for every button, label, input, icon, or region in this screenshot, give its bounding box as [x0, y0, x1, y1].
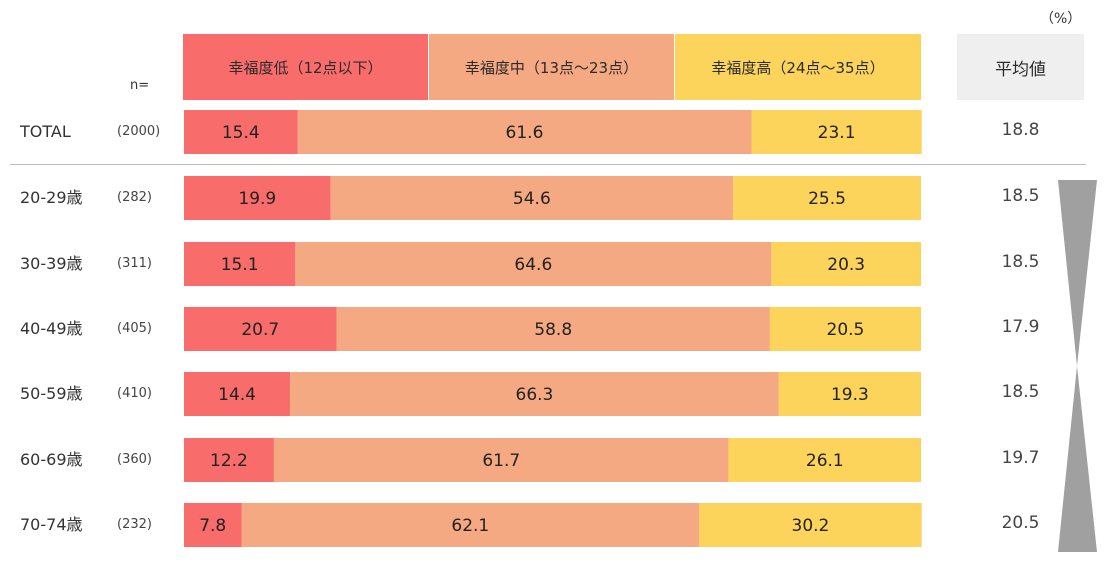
bar-segment	[241, 503, 700, 547]
bar-segment	[330, 176, 734, 220]
avg-header: 平均値	[957, 34, 1084, 100]
data-label: 15.1	[221, 255, 259, 275]
n-label: n=	[130, 78, 150, 93]
row-n: (311)	[117, 256, 152, 271]
row-label: 30-39歳	[20, 254, 83, 273]
row-label: TOTAL	[20, 122, 71, 141]
bar-segment	[751, 110, 922, 154]
bar-segment	[771, 242, 921, 286]
avg-value: 18.5	[1001, 252, 1040, 272]
row-n: (232)	[117, 517, 152, 532]
row-n: (405)	[117, 321, 152, 336]
data-label: 61.6	[506, 123, 544, 143]
data-label: 23.1	[818, 123, 856, 143]
data-label: 58.8	[534, 320, 572, 340]
data-label: 20.5	[827, 320, 865, 340]
data-label: 64.6	[514, 255, 552, 275]
data-label: 15.4	[222, 123, 260, 143]
avg-value: 18.8	[1001, 120, 1040, 140]
bar-segment	[184, 176, 331, 220]
data-label: 30.2	[792, 516, 830, 536]
row-label: 70-74歳	[20, 515, 83, 534]
data-label: 20.3	[827, 255, 865, 275]
unit-label: （%）	[1040, 11, 1082, 27]
data-label: 54.6	[513, 189, 551, 209]
avg-value: 20.5	[1001, 513, 1040, 533]
row-label: 60-69歳	[20, 450, 83, 469]
row-label: 50-59歳	[20, 384, 83, 403]
divider	[10, 164, 1086, 165]
bar-segment	[297, 110, 752, 154]
data-label: 61.7	[482, 451, 520, 471]
data-label: 25.5	[808, 189, 846, 209]
data-label: 7.8	[199, 516, 226, 536]
row-n: (282)	[117, 190, 152, 205]
bar-segment	[778, 372, 921, 416]
data-label: 62.1	[451, 516, 489, 536]
row-n: (2000)	[117, 124, 161, 139]
row-n: (410)	[117, 386, 152, 401]
row-n: (360)	[117, 452, 152, 467]
data-label: 14.4	[218, 385, 256, 405]
bar-segment	[728, 438, 921, 482]
trend-down-triangle	[1058, 180, 1097, 366]
data-label: 26.1	[806, 451, 844, 471]
bar-segment	[290, 372, 779, 416]
legend-high: 幸福度高（24点～35点）	[675, 34, 921, 100]
row-label: 40-49歳	[20, 319, 83, 338]
data-label: 66.3	[516, 385, 554, 405]
legend-mid: 幸福度中（13点～23点）	[429, 34, 674, 100]
bar-segment	[733, 176, 922, 220]
data-label: 19.9	[238, 189, 276, 209]
row-label: 20-29歳	[20, 188, 83, 207]
bar-segment	[295, 242, 772, 286]
bar-segment	[184, 242, 296, 286]
data-label: 20.7	[241, 320, 279, 340]
bar-segment	[336, 307, 770, 351]
bar-segment	[184, 307, 337, 351]
bar-segment	[769, 307, 921, 351]
data-label: 12.2	[210, 451, 248, 471]
avg-value: 17.9	[1001, 317, 1040, 337]
avg-value: 18.5	[1001, 382, 1040, 402]
legend-low: 幸福度低（12点以下）	[183, 34, 428, 100]
bar-segment	[273, 438, 729, 482]
bar-segment	[184, 372, 291, 416]
trend-up-triangle	[1058, 366, 1097, 552]
avg-value: 19.7	[1001, 448, 1040, 468]
bar-segment	[184, 503, 242, 547]
avg-value: 18.5	[1001, 186, 1040, 206]
data-label: 19.3	[831, 385, 869, 405]
bar-segment	[184, 438, 274, 482]
bar-segment	[699, 503, 922, 547]
bar-segment	[184, 110, 298, 154]
